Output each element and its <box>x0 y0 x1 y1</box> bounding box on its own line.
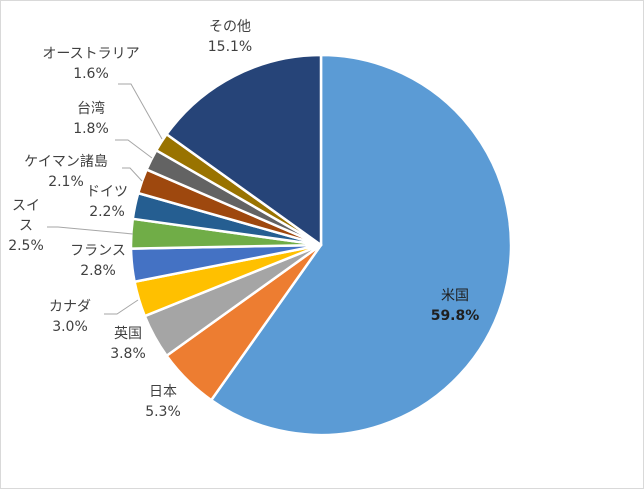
data-label-category-3: 英国 <box>114 325 142 342</box>
data-label-percent-5: 2.8% <box>80 263 116 279</box>
data-label-percent-8: 2.1% <box>48 174 84 190</box>
data-label-category-8: ケイマン諸島 <box>24 154 108 170</box>
data-label-category-6: ス <box>19 218 33 234</box>
data-label-percent-3: 3.8% <box>110 346 146 362</box>
leader-line-8 <box>122 167 143 182</box>
data-label-category-9: 台湾 <box>77 100 105 117</box>
data-label-category-7: ドイツ <box>86 184 128 200</box>
leader-line-6 <box>47 226 134 235</box>
pie-slice-1 <box>210 53 513 437</box>
data-label-category-10: オーストラリア <box>42 46 139 62</box>
data-label-percent-2: 5.3% <box>145 404 181 420</box>
data-label-category-5: フランス <box>70 243 126 259</box>
data-label-category-4: カナダ <box>49 299 91 315</box>
data-label-percent-1: 59.8% <box>431 308 480 324</box>
pie-slice-11 <box>165 53 323 247</box>
data-label-percent-9: 1.8% <box>73 121 109 137</box>
leader-line-9 <box>115 139 153 159</box>
data-label-category-11: その他 <box>209 19 251 35</box>
leader-lines <box>47 83 163 315</box>
data-label-percent-11: 15.1% <box>208 39 252 55</box>
data-label-category-6: スイ <box>12 198 40 214</box>
pie-slices <box>129 53 513 437</box>
data-label-percent-4: 3.0% <box>52 319 88 335</box>
leader-line-10 <box>118 83 163 140</box>
data-label-percent-7: 2.2% <box>89 204 125 220</box>
leader-line-4 <box>104 299 139 315</box>
data-label-percent-10: 1.6% <box>73 66 109 82</box>
data-labels: 米国 59.8% 日本 5.3% 英国 3.8% カナダ 3.0% フランス 2.8% スイス 2.5… <box>8 19 479 420</box>
data-label-percent-6: 2.5% <box>8 238 44 254</box>
data-label-category-2: 日本 <box>149 384 177 400</box>
data-label-category-1: 米国 <box>441 288 469 304</box>
